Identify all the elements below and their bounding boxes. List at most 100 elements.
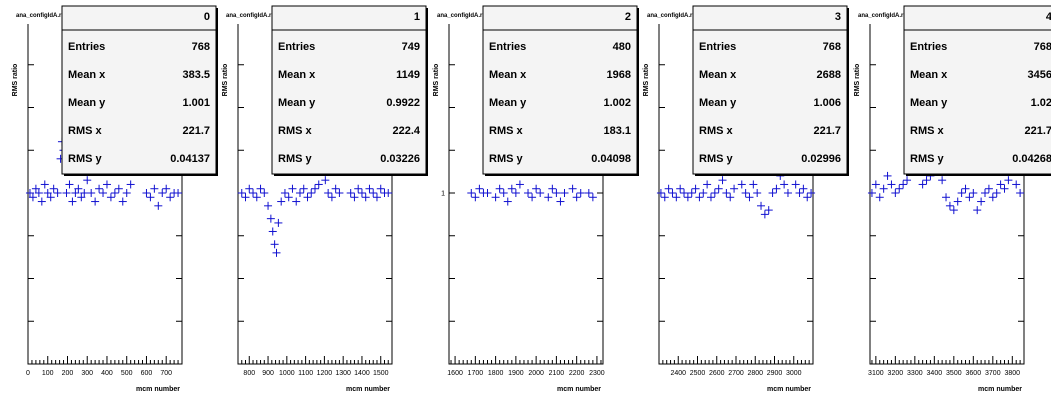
data-point — [503, 197, 512, 206]
stat-value-mean-y: 1.02 — [1031, 97, 1051, 109]
data-point — [548, 184, 557, 193]
stat-label-mean-x: Mean x — [489, 69, 527, 81]
data-point — [879, 184, 888, 193]
data-point — [237, 189, 246, 197]
stat-label-mean-y: Mean y — [699, 97, 737, 109]
stat-value-mean-y: 0.9922 — [386, 97, 420, 109]
data-point — [556, 197, 565, 206]
data-point — [961, 184, 970, 193]
data-point — [475, 184, 484, 193]
data-point — [984, 184, 993, 193]
stat-value-rms-x: 221.7 — [182, 125, 210, 137]
stat-value-entries: 768 — [192, 41, 210, 53]
data-point — [256, 184, 265, 193]
stat-label-rms-x: RMS x — [278, 125, 313, 137]
data-point — [491, 193, 500, 202]
data-point — [737, 180, 746, 189]
stat-label-entries: Entries — [278, 41, 315, 53]
data-point — [142, 189, 151, 197]
data-point — [122, 189, 131, 197]
data-point — [303, 193, 312, 202]
data-point — [572, 193, 581, 202]
data-point — [37, 197, 46, 206]
data-point — [249, 189, 258, 197]
data-point — [372, 193, 381, 202]
data-point — [757, 201, 766, 210]
x-tick-label: 200 — [62, 370, 74, 377]
data-point — [695, 193, 704, 202]
data-point — [49, 184, 58, 193]
data-point — [118, 197, 127, 206]
data-point — [953, 197, 962, 206]
data-point — [43, 189, 52, 197]
data-point — [467, 189, 476, 197]
data-point — [324, 189, 333, 197]
x-tick-label: 2400 — [670, 370, 686, 377]
data-point — [528, 193, 537, 202]
x-tick-label: 500 — [121, 370, 133, 377]
data-point — [664, 184, 673, 193]
data-point — [270, 240, 279, 249]
stat-label-rms-y: RMS y — [68, 153, 103, 165]
y-tick-label: 1 — [441, 191, 445, 198]
stat-label-mean-x: Mean x — [699, 69, 737, 81]
x-tick-label: 2900 — [767, 370, 783, 377]
data-point — [660, 193, 669, 202]
data-point — [691, 184, 700, 193]
x-axis-title: mcm number — [136, 386, 180, 393]
data-point — [1012, 180, 1021, 189]
data-point — [532, 184, 541, 193]
data-point — [331, 184, 340, 193]
data-point — [560, 189, 569, 197]
hist-index: 2 — [625, 11, 631, 23]
data-point — [110, 189, 119, 197]
stat-value-mean-x: 3456 — [1028, 69, 1051, 81]
data-point — [87, 189, 96, 197]
data-point — [174, 189, 183, 197]
data-point — [507, 184, 516, 193]
data-point — [80, 189, 89, 197]
x-axis-title: mcm number — [346, 386, 390, 393]
data-point — [376, 184, 385, 193]
data-point — [807, 189, 816, 197]
data-point — [272, 248, 281, 257]
data-point — [46, 193, 55, 202]
chart-panel-1: 800 900 1000 1100 1200 1300 1400 1500 mcm number… — [222, 5, 428, 393]
hist-index: 3 — [835, 11, 841, 23]
data-point — [288, 184, 297, 193]
hist-index: 1 — [414, 11, 420, 23]
stat-value-rms-y: 0.03226 — [380, 153, 420, 165]
x-tick-label: 3000 — [786, 370, 802, 377]
data-point — [365, 184, 374, 193]
data-point — [783, 189, 792, 197]
data-point — [918, 180, 927, 189]
data-point — [672, 193, 681, 202]
data-point — [252, 193, 261, 202]
hist-index: 0 — [204, 11, 210, 23]
x-tick-label: 1300 — [335, 370, 351, 377]
data-point — [292, 197, 301, 206]
data-point — [307, 189, 316, 197]
stats-box: 4 Entries 768 Mean x 3456 Mean y 1.02 RMS x 221.… — [903, 5, 1051, 176]
data-point — [77, 193, 86, 202]
stat-value-mean-x: 1968 — [607, 69, 631, 81]
stat-label-mean-x: Mean x — [910, 69, 948, 81]
data-point — [703, 180, 712, 189]
data-point — [357, 189, 366, 197]
stat-value-mean-y: 1.001 — [182, 97, 210, 109]
x-tick-label: 3800 — [1005, 370, 1021, 377]
data-point — [295, 189, 304, 197]
data-point — [95, 184, 104, 193]
stat-label-entries: Entries — [910, 41, 947, 53]
data-point — [83, 176, 92, 185]
data-point — [274, 218, 283, 227]
stat-value-rms-y: 0.02996 — [801, 153, 841, 165]
data-point — [266, 214, 275, 223]
x-axis-title: mcm number — [767, 386, 811, 393]
data-point — [53, 189, 62, 197]
data-point — [154, 201, 163, 210]
data-point — [102, 180, 111, 189]
x-tick-label: 1600 — [447, 370, 463, 377]
x-tick-label: 900 — [262, 370, 274, 377]
x-tick-label: 2000 — [528, 370, 544, 377]
